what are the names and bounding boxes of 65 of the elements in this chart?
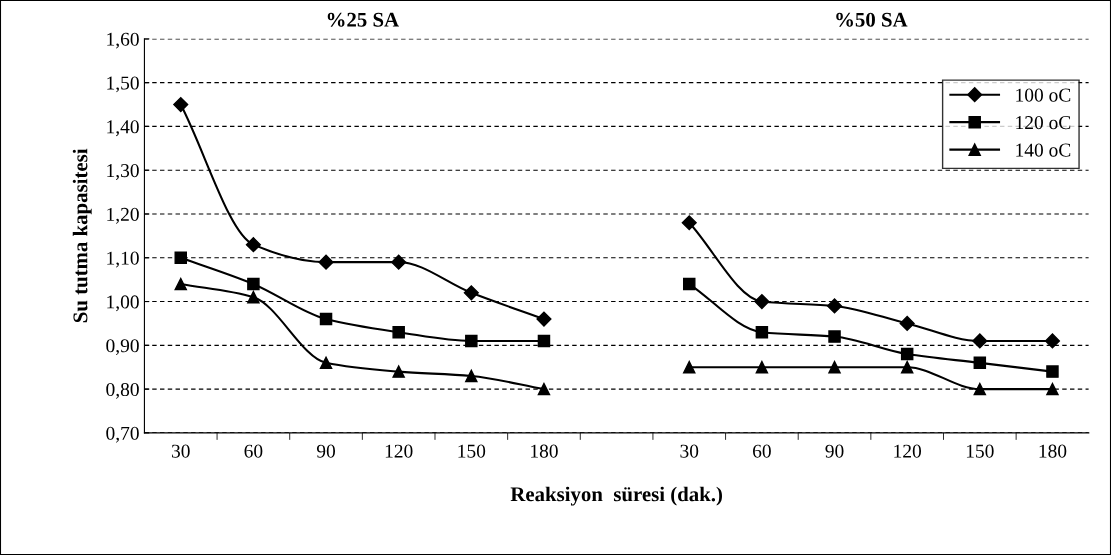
y-axis-title: Su tutma kapasitesi bbox=[72, 148, 92, 323]
point bbox=[319, 356, 333, 370]
x-tick-label: 150 bbox=[966, 444, 994, 458]
point bbox=[973, 382, 987, 396]
point bbox=[392, 325, 405, 339]
x-tick-label: 180 bbox=[531, 444, 558, 458]
point bbox=[682, 360, 696, 374]
point bbox=[1046, 382, 1059, 396]
y-tick-label: 1,00 bbox=[107, 295, 139, 312]
point bbox=[247, 277, 260, 291]
y-tick-label: 0,90 bbox=[106, 339, 139, 356]
y-tick-label: 1,60 bbox=[107, 32, 139, 49]
x-tick-label: 120 bbox=[894, 444, 922, 458]
point bbox=[318, 254, 334, 270]
point bbox=[755, 360, 769, 374]
point bbox=[755, 325, 769, 339]
x-tick-label: 180 bbox=[1039, 444, 1067, 458]
point bbox=[465, 334, 478, 348]
point bbox=[174, 251, 188, 265]
legend-label: 100 oC bbox=[1016, 88, 1071, 102]
point bbox=[537, 334, 551, 348]
x-tick-label: 30 bbox=[680, 444, 699, 458]
x-tick-label: 60 bbox=[753, 444, 771, 458]
point bbox=[537, 382, 551, 396]
point bbox=[682, 277, 696, 291]
point bbox=[391, 254, 407, 270]
point bbox=[1044, 333, 1061, 349]
y-tick-label: 1,30 bbox=[107, 164, 139, 180]
point bbox=[392, 365, 405, 378]
point bbox=[173, 96, 189, 113]
text: %50 SA bbox=[836, 12, 908, 27]
y-tick-label: 1,50 bbox=[107, 76, 139, 93]
point bbox=[826, 298, 843, 314]
y-tick-label: 0,70 bbox=[106, 426, 139, 443]
point bbox=[465, 369, 478, 383]
point bbox=[463, 285, 479, 301]
x-tick-label: 90 bbox=[825, 444, 844, 458]
point bbox=[973, 356, 987, 370]
x-tick-label: 60 bbox=[244, 444, 263, 458]
point bbox=[828, 360, 841, 374]
legend-label: 120 oC bbox=[1016, 116, 1071, 130]
x-tick-label: 30 bbox=[171, 444, 190, 458]
point bbox=[536, 311, 552, 327]
point bbox=[245, 237, 261, 253]
point bbox=[754, 293, 770, 310]
point bbox=[900, 347, 914, 361]
point bbox=[972, 333, 988, 349]
x-tick-label: 120 bbox=[385, 444, 413, 458]
x-tick-label: 150 bbox=[458, 444, 486, 458]
y-tick-label: 0,80 bbox=[106, 382, 139, 399]
y-tick-label: 1,40 bbox=[107, 120, 139, 137]
point bbox=[1046, 365, 1059, 378]
text: %25 SA bbox=[327, 12, 399, 27]
point bbox=[247, 290, 260, 304]
point bbox=[899, 315, 915, 332]
point bbox=[828, 330, 841, 343]
x-tick-label: 90 bbox=[316, 444, 336, 458]
point bbox=[174, 277, 188, 291]
point bbox=[900, 360, 914, 374]
y-tick-label: 1,20 bbox=[107, 207, 139, 224]
legend-label: 140 oC bbox=[1016, 143, 1071, 157]
point bbox=[319, 312, 333, 326]
x-axis-title: Reaksiyon süresi (dak.) bbox=[510, 486, 722, 506]
point bbox=[681, 215, 697, 231]
y-tick-label: 1,10 bbox=[107, 251, 139, 268]
